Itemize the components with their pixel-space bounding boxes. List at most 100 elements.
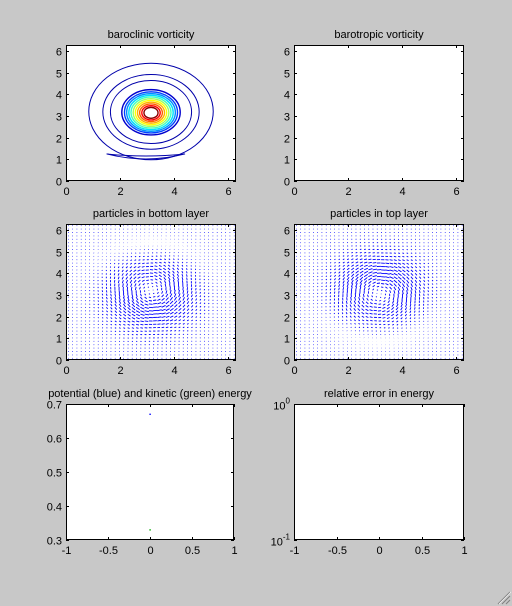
- quiver-arrow: [325, 278, 328, 281]
- quiver-arrow: [355, 279, 359, 284]
- quiver-arrow: [362, 323, 365, 325]
- x-tick-label: 6: [225, 365, 231, 377]
- quiver-arrow: [353, 308, 356, 311]
- quiver-arrow: [174, 330, 177, 332]
- y-tick-label: 3: [56, 112, 62, 124]
- quiver-arrow: [397, 279, 402, 284]
- quiver-arrow: [389, 262, 394, 265]
- y-tick-label: 0: [56, 356, 62, 368]
- quiver-arrow: [393, 259, 397, 261]
- quiver-arrow: [186, 271, 188, 274]
- quiver-arrow: [110, 323, 113, 326]
- quiver-arrow: [361, 304, 365, 308]
- subplot-title: baroclinic vorticity: [108, 29, 195, 41]
- quiver-arrow: [181, 258, 184, 260]
- quiver-arrow: [186, 323, 189, 325]
- quiver-arrow: [385, 279, 390, 282]
- quiver-arrow: [144, 320, 149, 322]
- contour-line: [102, 73, 200, 150]
- quiver-arrow: [117, 266, 120, 269]
- quiver-arrow: [427, 293, 429, 296]
- quiver-arrow: [93, 306, 95, 309]
- quiver-arrow: [367, 294, 369, 298]
- quiver-arrow: [325, 265, 328, 267]
- y-tick-label: 3: [284, 291, 290, 303]
- quiver-arrow: [97, 290, 99, 292]
- quiver-arrow: [357, 315, 361, 318]
- quiver-arrow: [110, 303, 113, 307]
- quiver-arrow: [414, 259, 417, 261]
- quiver-arrow: [161, 305, 166, 308]
- x-tick-label: -1: [290, 545, 300, 557]
- quiver-arrow: [139, 286, 141, 290]
- quiver-arrow: [97, 317, 100, 319]
- quiver-arrow: [414, 290, 417, 294]
- quiver-arrow: [368, 280, 372, 284]
- quiver-arrow: [395, 303, 399, 308]
- plot-area: [88, 62, 214, 161]
- quiver-arrow: [97, 293, 99, 296]
- quiver-arrow: [397, 283, 401, 288]
- quiver-arrow: [138, 283, 141, 287]
- subplot-title: relative error in energy: [324, 388, 435, 400]
- quiver-arrow: [431, 279, 434, 282]
- quiver-arrow: [400, 317, 403, 320]
- quiver-arrow: [167, 264, 171, 267]
- quiver-arrow: [431, 283, 434, 285]
- quiver-arrow: [199, 312, 202, 315]
- quiver-arrow: [405, 320, 407, 323]
- quiver-arrow: [143, 286, 146, 289]
- quiver-arrow: [350, 326, 352, 328]
- y-tick-label: 5: [284, 248, 290, 260]
- quiver-arrow: [174, 319, 178, 322]
- quiver-arrow: [363, 286, 366, 291]
- x-tick-label: 1: [461, 545, 467, 557]
- quiver-arrow: [423, 290, 425, 293]
- quiver-arrow: [113, 269, 116, 272]
- quiver-arrow: [89, 289, 91, 292]
- quiver-arrow: [358, 297, 361, 301]
- quiver-arrow: [393, 290, 396, 294]
- quiver-arrow: [368, 268, 373, 271]
- quiver-arrow: [365, 319, 369, 322]
- quiver-arrow: [393, 255, 397, 258]
- quiver-arrow: [359, 267, 364, 271]
- contour-line: [145, 108, 157, 118]
- x-tick-label: -0.5: [99, 545, 118, 557]
- quiver-arrow: [321, 275, 323, 278]
- quiver-arrow: [97, 303, 100, 306]
- quiver-arrow: [409, 310, 412, 314]
- quiver-arrow: [131, 313, 136, 317]
- quiver-arrow: [419, 259, 421, 261]
- quiver-arrow: [155, 281, 158, 284]
- quiver-arrow: [127, 323, 131, 326]
- quiver-arrow: [329, 291, 332, 294]
- quiver-arrow: [355, 264, 359, 267]
- quiver-arrow: [169, 300, 174, 305]
- quiver-arrow: [393, 286, 397, 291]
- quiver-arrow: [350, 286, 353, 291]
- contour-line: [138, 103, 164, 123]
- quiver-arrow: [435, 296, 438, 299]
- quiver-arrow: [157, 309, 162, 312]
- quiver-arrow: [346, 283, 349, 288]
- axes-frame: [294, 224, 464, 360]
- quiver-arrow: [346, 264, 350, 267]
- quiver-arrow: [106, 317, 108, 319]
- quiver-arrow: [158, 274, 162, 278]
- quiver-arrow: [325, 268, 328, 271]
- y-tick-label: 0.7: [47, 400, 62, 412]
- quiver-arrow: [173, 293, 177, 298]
- quiver-arrow: [141, 279, 145, 282]
- quiver-arrow: [325, 292, 327, 294]
- plot-area: [296, 225, 463, 359]
- axes-background: [294, 224, 464, 360]
- quiver-arrow: [110, 300, 113, 304]
- quiver-arrow: [154, 262, 158, 264]
- subplot-3: 0 2 4 6 0 1 2 3 4 5 6 particles in bottom layer: [56, 208, 236, 377]
- quiver-arrow: [423, 272, 426, 275]
- quiver-arrow: [118, 320, 122, 323]
- resize-grip-icon[interactable]: [497, 591, 512, 605]
- quiver-arrow: [195, 294, 197, 298]
- x-tick-label: 2: [345, 365, 351, 377]
